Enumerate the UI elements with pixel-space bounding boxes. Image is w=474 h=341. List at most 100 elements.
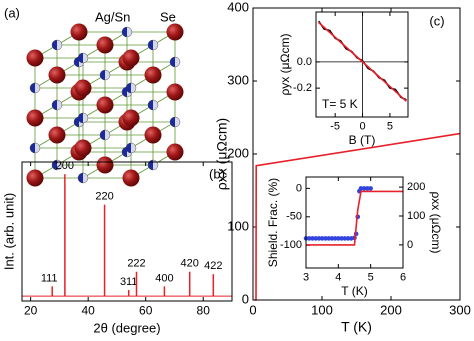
- y-axis-label: Shield. Frac. (%): [266, 178, 280, 267]
- y2-tick-label: 100: [407, 210, 425, 222]
- y-axis-label: ρyx (μΩcm): [278, 33, 292, 95]
- atom-ag-sn: [125, 82, 137, 94]
- marker: [316, 236, 322, 241]
- marker: [332, 236, 338, 241]
- atom-se: [48, 126, 66, 144]
- x-tick-label: 4: [335, 271, 341, 283]
- atom-se: [26, 109, 44, 127]
- x-tick-label: 200: [380, 302, 402, 317]
- panel-label: (c): [429, 13, 444, 28]
- atom-se: [26, 169, 44, 187]
- x-tick-label: 5: [387, 120, 393, 132]
- atom-ag-sn: [147, 99, 159, 111]
- x-tick-label: 0: [359, 120, 365, 132]
- y2-tick-label: 200: [407, 181, 425, 193]
- atom-ag-sn: [51, 39, 63, 51]
- peak-label: 420: [181, 258, 199, 270]
- x-axis-label: 2θ (degree): [93, 320, 160, 335]
- atom-ag-sn: [77, 52, 89, 64]
- y-axis-label: ρxx (μΩcm): [214, 118, 230, 190]
- marker: [365, 186, 370, 191]
- x-axis-label: T (K): [341, 319, 372, 335]
- plot-frame: [252, 7, 461, 301]
- y-tick-label: 0: [296, 182, 302, 194]
- y-tick-label: -100: [280, 239, 302, 251]
- x-tick-label: 6: [400, 271, 406, 283]
- marker: [342, 236, 348, 241]
- peak-label: 222: [127, 258, 145, 270]
- atom-ag-sn: [99, 69, 111, 81]
- atom-ag-sn: [125, 142, 137, 154]
- y2-axis-label: ρxx (μΩcm): [429, 191, 443, 253]
- atom-se: [166, 143, 184, 161]
- marker: [358, 186, 364, 191]
- atom-ag-sn: [51, 99, 63, 111]
- panel-label: (a): [4, 5, 20, 20]
- annotation: T= 5 K: [322, 97, 358, 111]
- crystal-structure: [26, 23, 184, 187]
- atom-ag-sn: [169, 116, 181, 128]
- atom-se: [26, 49, 44, 67]
- peak-label: 220: [95, 191, 113, 203]
- atom-se: [144, 66, 162, 84]
- peak-label: 111: [41, 272, 58, 284]
- atom-ag-sn: [29, 142, 41, 154]
- marker: [323, 236, 328, 241]
- atom-se: [122, 169, 140, 187]
- y-tick-label: 400: [227, 0, 249, 14]
- marker: [361, 186, 367, 191]
- marker: [326, 236, 331, 241]
- marker: [310, 236, 315, 241]
- marker: [319, 236, 325, 241]
- plot-frame: [315, 11, 409, 118]
- atom-se: [122, 49, 140, 67]
- atom-se: [122, 109, 140, 127]
- x-tick-label: 300: [449, 302, 471, 317]
- y-tick-label: 200: [227, 145, 249, 160]
- x-axis-label: T (K): [341, 284, 367, 298]
- data-line: [318, 21, 407, 102]
- atom-ag-sn: [29, 82, 41, 94]
- atom-se: [96, 36, 114, 54]
- x-tick-label: 20: [24, 303, 38, 317]
- plot-frame: [305, 176, 404, 269]
- atom-ag-sn: [99, 129, 111, 141]
- peak-label: 200: [56, 160, 74, 172]
- marker: [336, 236, 341, 241]
- atom-ag-sn: [169, 56, 181, 68]
- marker: [329, 236, 335, 241]
- y-tick-label: 0.0: [297, 56, 312, 68]
- atom-se: [144, 126, 162, 144]
- marker: [306, 236, 312, 241]
- atom-se: [70, 23, 88, 41]
- x-tick-label: -5: [330, 120, 340, 132]
- atom-ag-sn: [147, 39, 159, 51]
- x-tick-label: 100: [311, 302, 333, 317]
- x-tick-label: 5: [368, 271, 374, 283]
- x-axis-label: B (T): [349, 133, 376, 147]
- x-tick-label: 60: [139, 303, 153, 317]
- x-tick-label: 80: [197, 303, 211, 317]
- atom-ag-sn: [77, 112, 89, 124]
- peak-label: 400: [155, 272, 173, 284]
- x-tick-label: 3: [303, 271, 309, 283]
- atom-se: [48, 66, 66, 84]
- data-line: [306, 190, 403, 246]
- atom-se: [166, 83, 184, 101]
- marker: [345, 236, 351, 241]
- atom-se: [74, 79, 92, 97]
- peak-label: 422: [204, 260, 222, 272]
- marker: [339, 236, 344, 241]
- atom-ag-sn: [77, 172, 89, 184]
- panel-label: (b): [209, 166, 225, 181]
- peak-label: 311: [120, 276, 138, 288]
- y-tick-label: 0: [242, 291, 249, 306]
- x-tick-label: 0: [249, 302, 256, 317]
- atom-se: [96, 156, 114, 174]
- atom-label: Ag/Sn: [95, 9, 130, 24]
- y-tick-label: -50: [286, 211, 302, 223]
- atom-se: [166, 23, 184, 41]
- atom-se: [74, 139, 92, 157]
- x-tick-label: 40: [81, 303, 95, 317]
